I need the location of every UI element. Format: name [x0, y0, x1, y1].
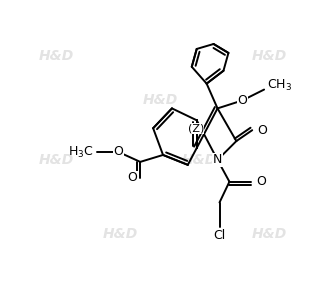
- Text: CH$_3$: CH$_3$: [267, 78, 292, 93]
- Text: O: O: [114, 146, 123, 158]
- Text: H&D: H&D: [103, 227, 138, 241]
- Text: N: N: [213, 153, 222, 167]
- Text: H&D: H&D: [38, 49, 74, 63]
- Text: H&D: H&D: [38, 153, 74, 167]
- Text: H&D: H&D: [142, 94, 178, 107]
- Text: O: O: [256, 175, 266, 188]
- Text: H$_3$C: H$_3$C: [68, 144, 94, 160]
- Text: H&D: H&D: [252, 49, 287, 63]
- Text: H&D: H&D: [182, 153, 217, 167]
- Text: O: O: [257, 124, 267, 137]
- Text: (Z): (Z): [188, 123, 204, 133]
- Text: H&D: H&D: [252, 227, 287, 241]
- Text: O: O: [237, 94, 247, 107]
- Text: Cl: Cl: [213, 229, 226, 242]
- Text: O: O: [127, 171, 137, 184]
